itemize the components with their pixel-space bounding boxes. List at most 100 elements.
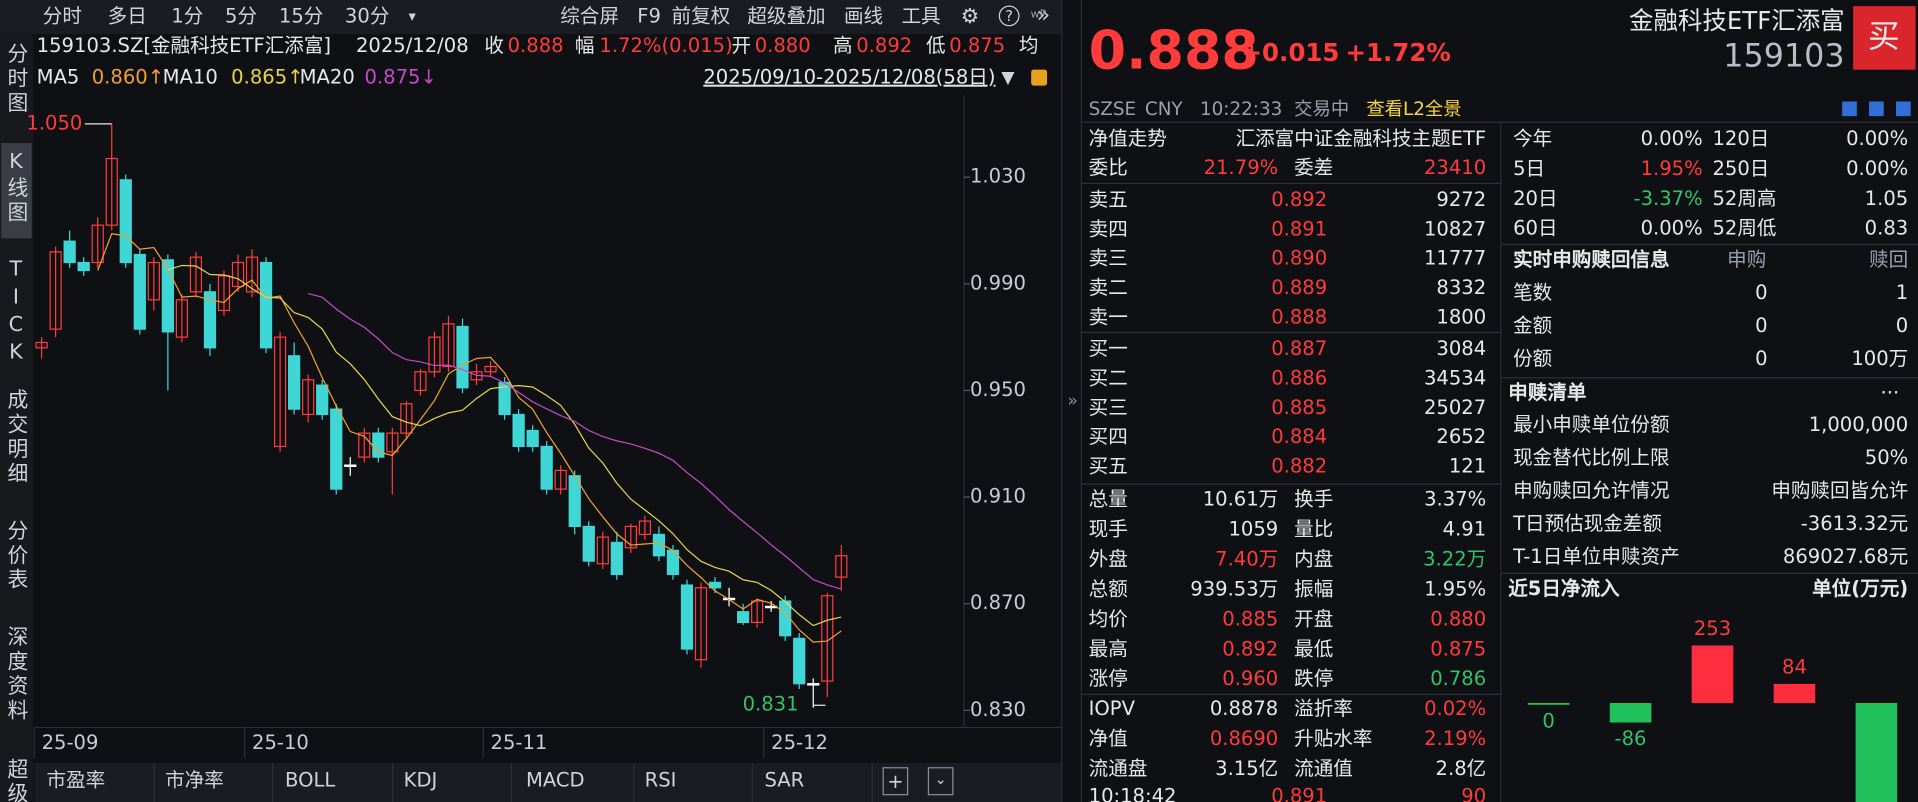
basket-value: 申购赎回皆允许 — [1771, 479, 1908, 502]
candle-body — [582, 525, 595, 562]
level-volume: 1800 — [1436, 305, 1486, 328]
period-tab[interactable]: 分时 — [43, 5, 82, 28]
candle-body — [105, 157, 118, 226]
candle-body — [175, 299, 189, 338]
candle-body — [835, 555, 848, 578]
buy-button[interactable] — [1853, 6, 1916, 70]
stat-label: 外盘 — [1089, 547, 1128, 570]
expand-icon[interactable]: » — [1037, 3, 1050, 28]
candle-body — [288, 355, 301, 410]
sub-label: 金额 — [1513, 314, 1552, 337]
settings-icon[interactable]: ⚙ — [961, 4, 980, 28]
indicator-tab[interactable]: 市盈率 — [46, 769, 105, 792]
side-tab[interactable]: K线图 — [4, 149, 28, 226]
wp-icon[interactable]: wP — [1031, 8, 1047, 21]
meta[interactable]: 查看L2全景 — [1366, 99, 1461, 120]
period-tab[interactable]: 30分 — [345, 5, 389, 28]
stat-value: 0.885 — [1222, 607, 1278, 630]
ma-name: MA20 — [300, 66, 355, 89]
indicator-tab[interactable]: MACD — [526, 769, 585, 792]
help-icon-mark: ? — [1005, 8, 1013, 25]
indicator-tab[interactable]: BOLL — [285, 769, 335, 792]
candle-body — [217, 275, 231, 312]
y-tick-label: 0.870 — [970, 591, 1026, 614]
change-pct: +1.72% — [1346, 38, 1451, 67]
candle-body — [330, 408, 343, 490]
tick-price: 0.891 — [1271, 785, 1327, 802]
edit-icon[interactable] — [1842, 101, 1857, 117]
range-dropdown[interactable]: ▼ — [1001, 68, 1015, 88]
candle-body — [694, 587, 708, 661]
diff-label: 委差 — [1294, 156, 1333, 179]
indicator-tab[interactable]: SAR — [765, 769, 805, 792]
tool-button[interactable]: F9 — [637, 5, 661, 28]
perf-label: 250日 — [1713, 157, 1770, 180]
candle-body — [751, 600, 764, 624]
indicator-tab[interactable]: KDJ — [404, 769, 438, 792]
tool-button[interactable]: 综合屏 — [560, 5, 619, 28]
lock-icon[interactable] — [1031, 69, 1048, 86]
date-range[interactable]: 2025/09/10-2025/12/08(58日) — [703, 66, 995, 89]
header-field: 均 — [1019, 34, 1039, 57]
candle-body — [638, 520, 652, 536]
x-tick-label: 25-12 — [771, 731, 828, 754]
tool-button[interactable]: 工具 — [902, 5, 941, 28]
basket-label: 最小申赎单位份额 — [1513, 413, 1669, 436]
more-button[interactable]: ··· — [1881, 381, 1900, 404]
stat-value: 2.8亿 — [1436, 757, 1487, 780]
grid-icon[interactable] — [1869, 101, 1884, 117]
tool-button[interactable]: 超级叠加 — [747, 5, 825, 28]
buy-label: 买 — [1868, 18, 1900, 55]
help-icon[interactable] — [998, 5, 1020, 27]
candle-body — [147, 261, 160, 301]
stat-label: 跌停 — [1294, 667, 1333, 690]
collapse-toggle[interactable]: » — [1068, 391, 1078, 411]
candle-body — [568, 475, 581, 528]
perf-value: -3.37% — [1634, 187, 1703, 210]
period-tab[interactable]: 15分 — [279, 5, 323, 28]
side-tab[interactable]: 分时图 — [4, 43, 28, 116]
basket-value: -3613.32元 — [1801, 512, 1908, 535]
side-tab[interactable]: 分价表 — [4, 520, 28, 593]
header-field: 0.880 — [755, 34, 811, 57]
basket-value: 869027.68元 — [1783, 545, 1908, 568]
candle-body — [231, 261, 245, 288]
side-tab[interactable]: 深度资料 — [4, 626, 28, 724]
indicator-tab[interactable]: RSI — [645, 769, 677, 792]
meta: CNY — [1145, 99, 1184, 120]
side-tab[interactable]: 成交明细 — [4, 389, 28, 487]
add-tab[interactable] — [882, 767, 909, 796]
meta: SZSE — [1089, 99, 1136, 120]
period-tab[interactable]: 多日 — [108, 5, 147, 28]
basket-label: T-1日单位申赎资产 — [1512, 545, 1680, 568]
tool-button[interactable]: 画线 — [844, 5, 883, 28]
stat-label: 总额 — [1089, 577, 1128, 600]
add-tab-mark: + — [887, 770, 903, 793]
candle-body — [133, 253, 146, 330]
ratio-label: 委比 — [1089, 156, 1128, 179]
stat-label: 总量 — [1089, 488, 1128, 511]
candle-body — [414, 371, 427, 392]
perf-label: 今年 — [1513, 127, 1552, 150]
nav-tab[interactable]: 净值走势 — [1089, 127, 1167, 150]
perf-label: 60日 — [1513, 217, 1557, 240]
period-tab[interactable]: 5分 — [225, 5, 257, 28]
candle-body — [161, 259, 174, 333]
add-icon[interactable] — [1895, 101, 1911, 117]
header-field: 0.888 — [508, 34, 564, 57]
side-tab[interactable]: TICK — [4, 257, 28, 368]
side-tab[interactable]: 超级 — [4, 758, 28, 802]
stat-label: 量比 — [1294, 517, 1333, 540]
meta: 10:22:33 — [1200, 99, 1282, 120]
more-tabs[interactable] — [927, 767, 954, 796]
perf-value: 1.95% — [1641, 157, 1703, 180]
dropdown[interactable]: ▾ — [409, 8, 417, 25]
perf-value: 0.83 — [1865, 217, 1909, 240]
tool-button[interactable]: 前复权 — [672, 5, 731, 28]
period-tab[interactable]: 1分 — [171, 5, 203, 28]
level-label: 买五 — [1089, 455, 1128, 478]
indicator-tab[interactable]: 市净率 — [165, 769, 224, 792]
level-label: 卖一 — [1089, 305, 1128, 328]
